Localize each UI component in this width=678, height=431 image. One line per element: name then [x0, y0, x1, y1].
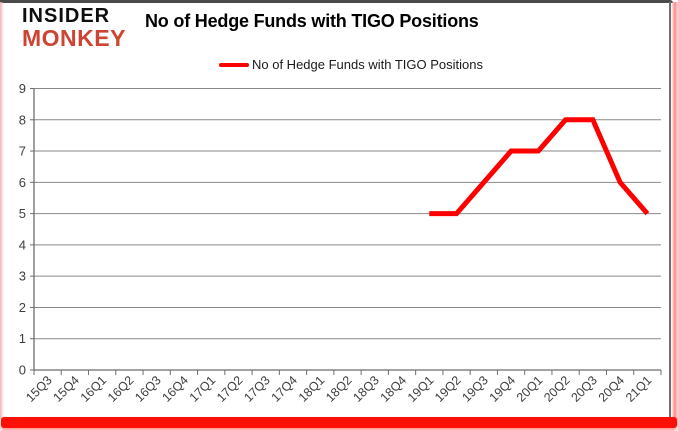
- y-tick-label: 3: [19, 269, 26, 284]
- frame-border-top: [0, 0, 673, 3]
- x-tick-label-18Q2: 18Q2: [323, 373, 355, 405]
- legend-label: No of Hedge Funds with TIGO Positions: [252, 57, 483, 72]
- frame-glow-right: [671, 2, 678, 425]
- x-tick-label-20Q2: 20Q2: [541, 373, 573, 405]
- y-tick-label: 2: [19, 300, 26, 315]
- chart-legend: No of Hedge Funds with TIGO Positions: [219, 57, 483, 72]
- insider-monkey-logo: INSIDER MONKEY: [22, 6, 126, 50]
- x-tick-label-20Q1: 20Q1: [514, 373, 546, 405]
- x-tick-label-17Q2: 17Q2: [214, 373, 246, 405]
- x-tick-label-15Q4: 15Q4: [50, 373, 82, 405]
- x-tick-label-17Q1: 17Q1: [187, 373, 219, 405]
- x-tick-label-20Q3: 20Q3: [568, 373, 600, 405]
- x-tick-label-19Q2: 19Q2: [432, 373, 464, 405]
- frame-glow-bottom: [1, 417, 677, 428]
- x-tick-label-16Q4: 16Q4: [160, 373, 192, 405]
- logo-text-insider: INSIDER: [22, 5, 111, 27]
- x-tick-label-18Q4: 18Q4: [378, 373, 410, 405]
- y-tick-label: 0: [19, 363, 26, 378]
- chart-title: No of Hedge Funds with TIGO Positions: [145, 11, 479, 31]
- x-tick-label-18Q3: 18Q3: [350, 373, 382, 405]
- x-tick-label-17Q4: 17Q4: [269, 373, 301, 405]
- x-tick-label-17Q3: 17Q3: [241, 373, 273, 405]
- x-tick-label-19Q4: 19Q4: [487, 373, 519, 405]
- x-tick-label-20Q4: 20Q4: [596, 373, 628, 405]
- y-tick-label: 4: [19, 237, 26, 252]
- frame-glow-left: [0, 2, 4, 419]
- y-tick-label: 7: [19, 144, 26, 159]
- legend-line-swatch: [219, 62, 249, 67]
- y-tick-label: 6: [19, 175, 26, 190]
- x-tick-label-19Q1: 19Q1: [405, 373, 437, 405]
- x-tick-label-15Q3: 15Q3: [23, 373, 55, 405]
- logo-text-monkey: MONKEY: [22, 25, 126, 51]
- x-tick-label-16Q2: 16Q2: [105, 373, 137, 405]
- x-tick-label-21Q1: 21Q1: [623, 373, 655, 405]
- x-tick-label-16Q1: 16Q1: [78, 373, 110, 405]
- x-tick-label-19Q3: 19Q3: [459, 373, 491, 405]
- x-tick-label-18Q1: 18Q1: [296, 373, 328, 405]
- x-tick-label-16Q3: 16Q3: [132, 373, 164, 405]
- y-tick-label: 9: [19, 81, 26, 96]
- frame-border-right: [669, 2, 671, 418]
- y-tick-label: 5: [19, 206, 26, 221]
- y-tick-label: 8: [19, 112, 26, 127]
- series-line: [429, 117, 650, 217]
- y-tick-label: 1: [19, 331, 26, 346]
